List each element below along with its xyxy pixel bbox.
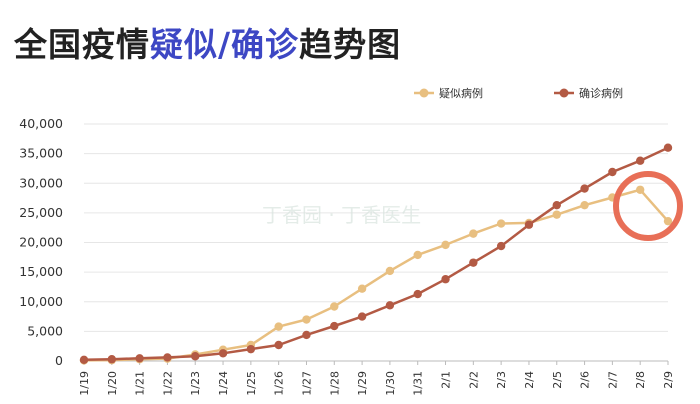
- data-point: [469, 258, 478, 267]
- series-line: [83, 146, 669, 362]
- data-point: [469, 229, 478, 238]
- title-part2: 趋势图: [299, 25, 402, 64]
- data-point: [330, 321, 339, 331]
- x-tick-label: 1/22: [161, 371, 174, 396]
- data-point: [441, 275, 450, 284]
- title-highlight: 疑似/确诊: [150, 25, 300, 64]
- legend-item: 疑似病例: [414, 86, 483, 100]
- y-tick-label: 20,000: [19, 235, 63, 250]
- data-point: [302, 315, 311, 324]
- x-tick-label: 1/26: [273, 371, 286, 396]
- x-tick-label: 1/21: [134, 371, 147, 396]
- y-axis: 0 5,000 10,000 15,000 20,000 25,000 30,000 35,0…: [19, 116, 63, 368]
- data-point: [413, 250, 422, 260]
- data-point: [608, 167, 617, 177]
- data-point: [357, 312, 367, 321]
- series-confirmed: [79, 143, 673, 365]
- data-point: [302, 330, 311, 340]
- data-point: [107, 355, 117, 364]
- x-tick-label: 2/1: [440, 371, 453, 389]
- series-lines: [79, 143, 673, 365]
- data-point: [357, 284, 367, 293]
- x-axis: 1/19 1/20 1/21 1/22 1/23 1/24 1/25 1/26 1/27 1/28…: [78, 361, 675, 396]
- y-tick-label: 30,000: [19, 175, 63, 190]
- data-point: [635, 156, 645, 165]
- data-point: [163, 353, 172, 362]
- y-tick-label: 25,000: [19, 205, 63, 220]
- x-tick-label: 1/29: [356, 371, 369, 396]
- x-tick-label: 2/7: [606, 371, 619, 389]
- data-point: [191, 352, 200, 361]
- watermark-text: 丁香园 · 丁香医生: [262, 203, 421, 227]
- x-tick-label: 2/5: [551, 371, 564, 389]
- x-tick-label: 2/6: [579, 371, 592, 389]
- x-tick-label: 1/19: [78, 371, 91, 396]
- x-tick-label: 1/31: [412, 371, 425, 396]
- grid-lines: [84, 123, 668, 362]
- highlight-circle: [613, 171, 683, 241]
- data-point: [218, 349, 228, 358]
- data-point: [274, 322, 283, 331]
- y-tick-label: 40,000: [19, 116, 63, 131]
- data-point: [663, 143, 673, 152]
- x-tick-label: 2/2: [467, 371, 480, 389]
- data-point: [385, 301, 395, 310]
- data-point: [524, 220, 534, 229]
- x-tick-label: 2/4: [523, 371, 536, 389]
- x-tick-label: 1/30: [384, 371, 397, 396]
- data-point: [441, 240, 450, 250]
- legend-item: 确诊病例: [554, 86, 623, 100]
- data-point: [79, 355, 89, 365]
- x-tick-label: 1/23: [189, 371, 202, 396]
- y-tick-label: 35,000: [19, 146, 63, 161]
- x-tick-label: 1/20: [106, 371, 119, 396]
- x-tick-label: 2/3: [495, 371, 508, 389]
- data-point: [580, 184, 589, 193]
- y-tick-label: 10,000: [19, 294, 63, 309]
- legend-label: 疑似病例: [439, 86, 483, 100]
- data-point: [552, 210, 561, 219]
- chart-title: 全国疫情疑似/确诊趋势图: [14, 18, 401, 66]
- data-point: [246, 344, 256, 354]
- y-tick-label: 15,000: [19, 264, 63, 279]
- title-part1: 全国疫情: [14, 25, 150, 64]
- data-point: [580, 200, 589, 210]
- data-point: [663, 216, 673, 226]
- data-point: [385, 266, 395, 276]
- x-tick-label: 1/24: [217, 371, 230, 396]
- x-tick-label: 2/9: [662, 371, 675, 389]
- data-point: [330, 302, 339, 311]
- y-tick-label: 5,000: [27, 323, 63, 338]
- legend-swatch-dot: [559, 88, 569, 98]
- x-tick-label: 1/28: [328, 371, 341, 396]
- data-point: [496, 219, 506, 228]
- data-point: [496, 241, 506, 251]
- x-tick-label: 1/27: [300, 371, 313, 396]
- data-point: [635, 185, 645, 194]
- x-tick-label: 1/25: [245, 371, 258, 396]
- legend: 疑似病例 确诊病例: [414, 86, 623, 100]
- data-point: [413, 289, 422, 299]
- y-tick-label: 0: [55, 353, 63, 368]
- data-point: [274, 340, 283, 350]
- legend-label: 确诊病例: [579, 86, 623, 100]
- x-tick-label: 2/8: [634, 371, 647, 389]
- data-point: [135, 354, 144, 363]
- legend-swatch-dot: [419, 88, 429, 98]
- data-point: [552, 200, 561, 210]
